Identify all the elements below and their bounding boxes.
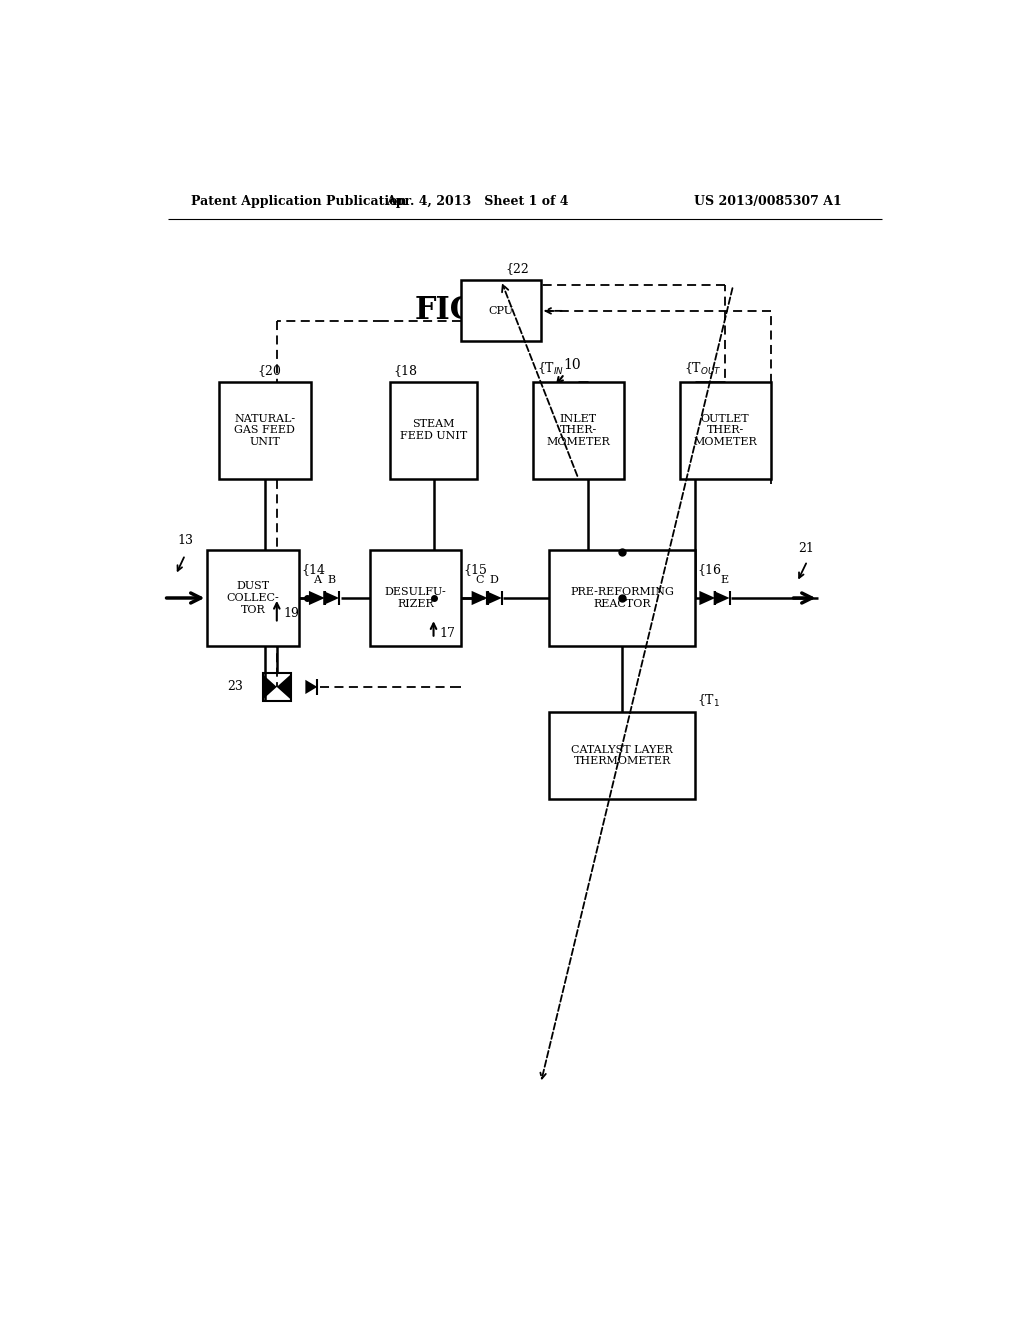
Polygon shape [472,591,487,605]
Text: STEAM
FEED UNIT: STEAM FEED UNIT [400,420,467,441]
Text: INLET
THER-
MOMETER: INLET THER- MOMETER [547,413,610,447]
Text: B: B [327,574,335,585]
Text: C: C [475,574,483,585]
FancyBboxPatch shape [549,713,695,799]
Text: 10: 10 [563,358,581,372]
Text: 13: 13 [177,533,194,546]
Text: {18: {18 [394,364,418,378]
Polygon shape [305,680,317,694]
FancyBboxPatch shape [549,549,695,647]
Text: US 2013/0085307 A1: US 2013/0085307 A1 [694,194,842,207]
Text: DESULFU-
RIZER: DESULFU- RIZER [385,587,446,609]
Text: Patent Application Publication: Patent Application Publication [191,194,407,207]
FancyBboxPatch shape [207,549,299,647]
Text: {T$_1$: {T$_1$ [697,693,720,709]
Polygon shape [699,591,716,605]
Polygon shape [714,591,729,605]
Text: A: A [313,574,321,585]
Text: 19: 19 [284,607,299,619]
FancyBboxPatch shape [461,280,541,342]
Text: {14: {14 [301,562,325,576]
Text: {16: {16 [697,562,721,576]
Text: {T$_{OUT}$: {T$_{OUT}$ [684,360,721,378]
Text: {T$_{IN}$: {T$_{IN}$ [537,360,564,378]
Text: FIG.1: FIG.1 [415,296,508,326]
Text: DUST
COLLEC-
TOR: DUST COLLEC- TOR [226,581,280,615]
Text: NATURAL-
GAS FEED
UNIT: NATURAL- GAS FEED UNIT [234,413,296,447]
Polygon shape [324,591,339,605]
Text: 23: 23 [226,680,243,693]
Text: CPU: CPU [488,306,513,315]
Polygon shape [276,675,291,700]
Text: 17: 17 [440,627,456,640]
FancyBboxPatch shape [370,549,461,647]
Text: {22: {22 [505,263,528,276]
FancyBboxPatch shape [219,381,310,479]
Text: 21: 21 [799,541,814,554]
Text: CATALYST LAYER
THERMOMETER: CATALYST LAYER THERMOMETER [571,744,673,767]
Text: E: E [721,574,729,585]
Text: Apr. 4, 2013   Sheet 1 of 4: Apr. 4, 2013 Sheet 1 of 4 [386,194,568,207]
Polygon shape [486,591,502,605]
Text: D: D [489,574,499,585]
Text: {15: {15 [464,562,487,576]
Text: PRE-REFORMING
REACTOR: PRE-REFORMING REACTOR [570,587,674,609]
FancyBboxPatch shape [680,381,771,479]
Polygon shape [262,675,276,700]
FancyBboxPatch shape [390,381,477,479]
Text: OUTLET
THER-
MOMETER: OUTLET THER- MOMETER [693,413,757,447]
Polygon shape [309,591,325,605]
FancyBboxPatch shape [532,381,624,479]
Text: {20: {20 [257,364,281,378]
